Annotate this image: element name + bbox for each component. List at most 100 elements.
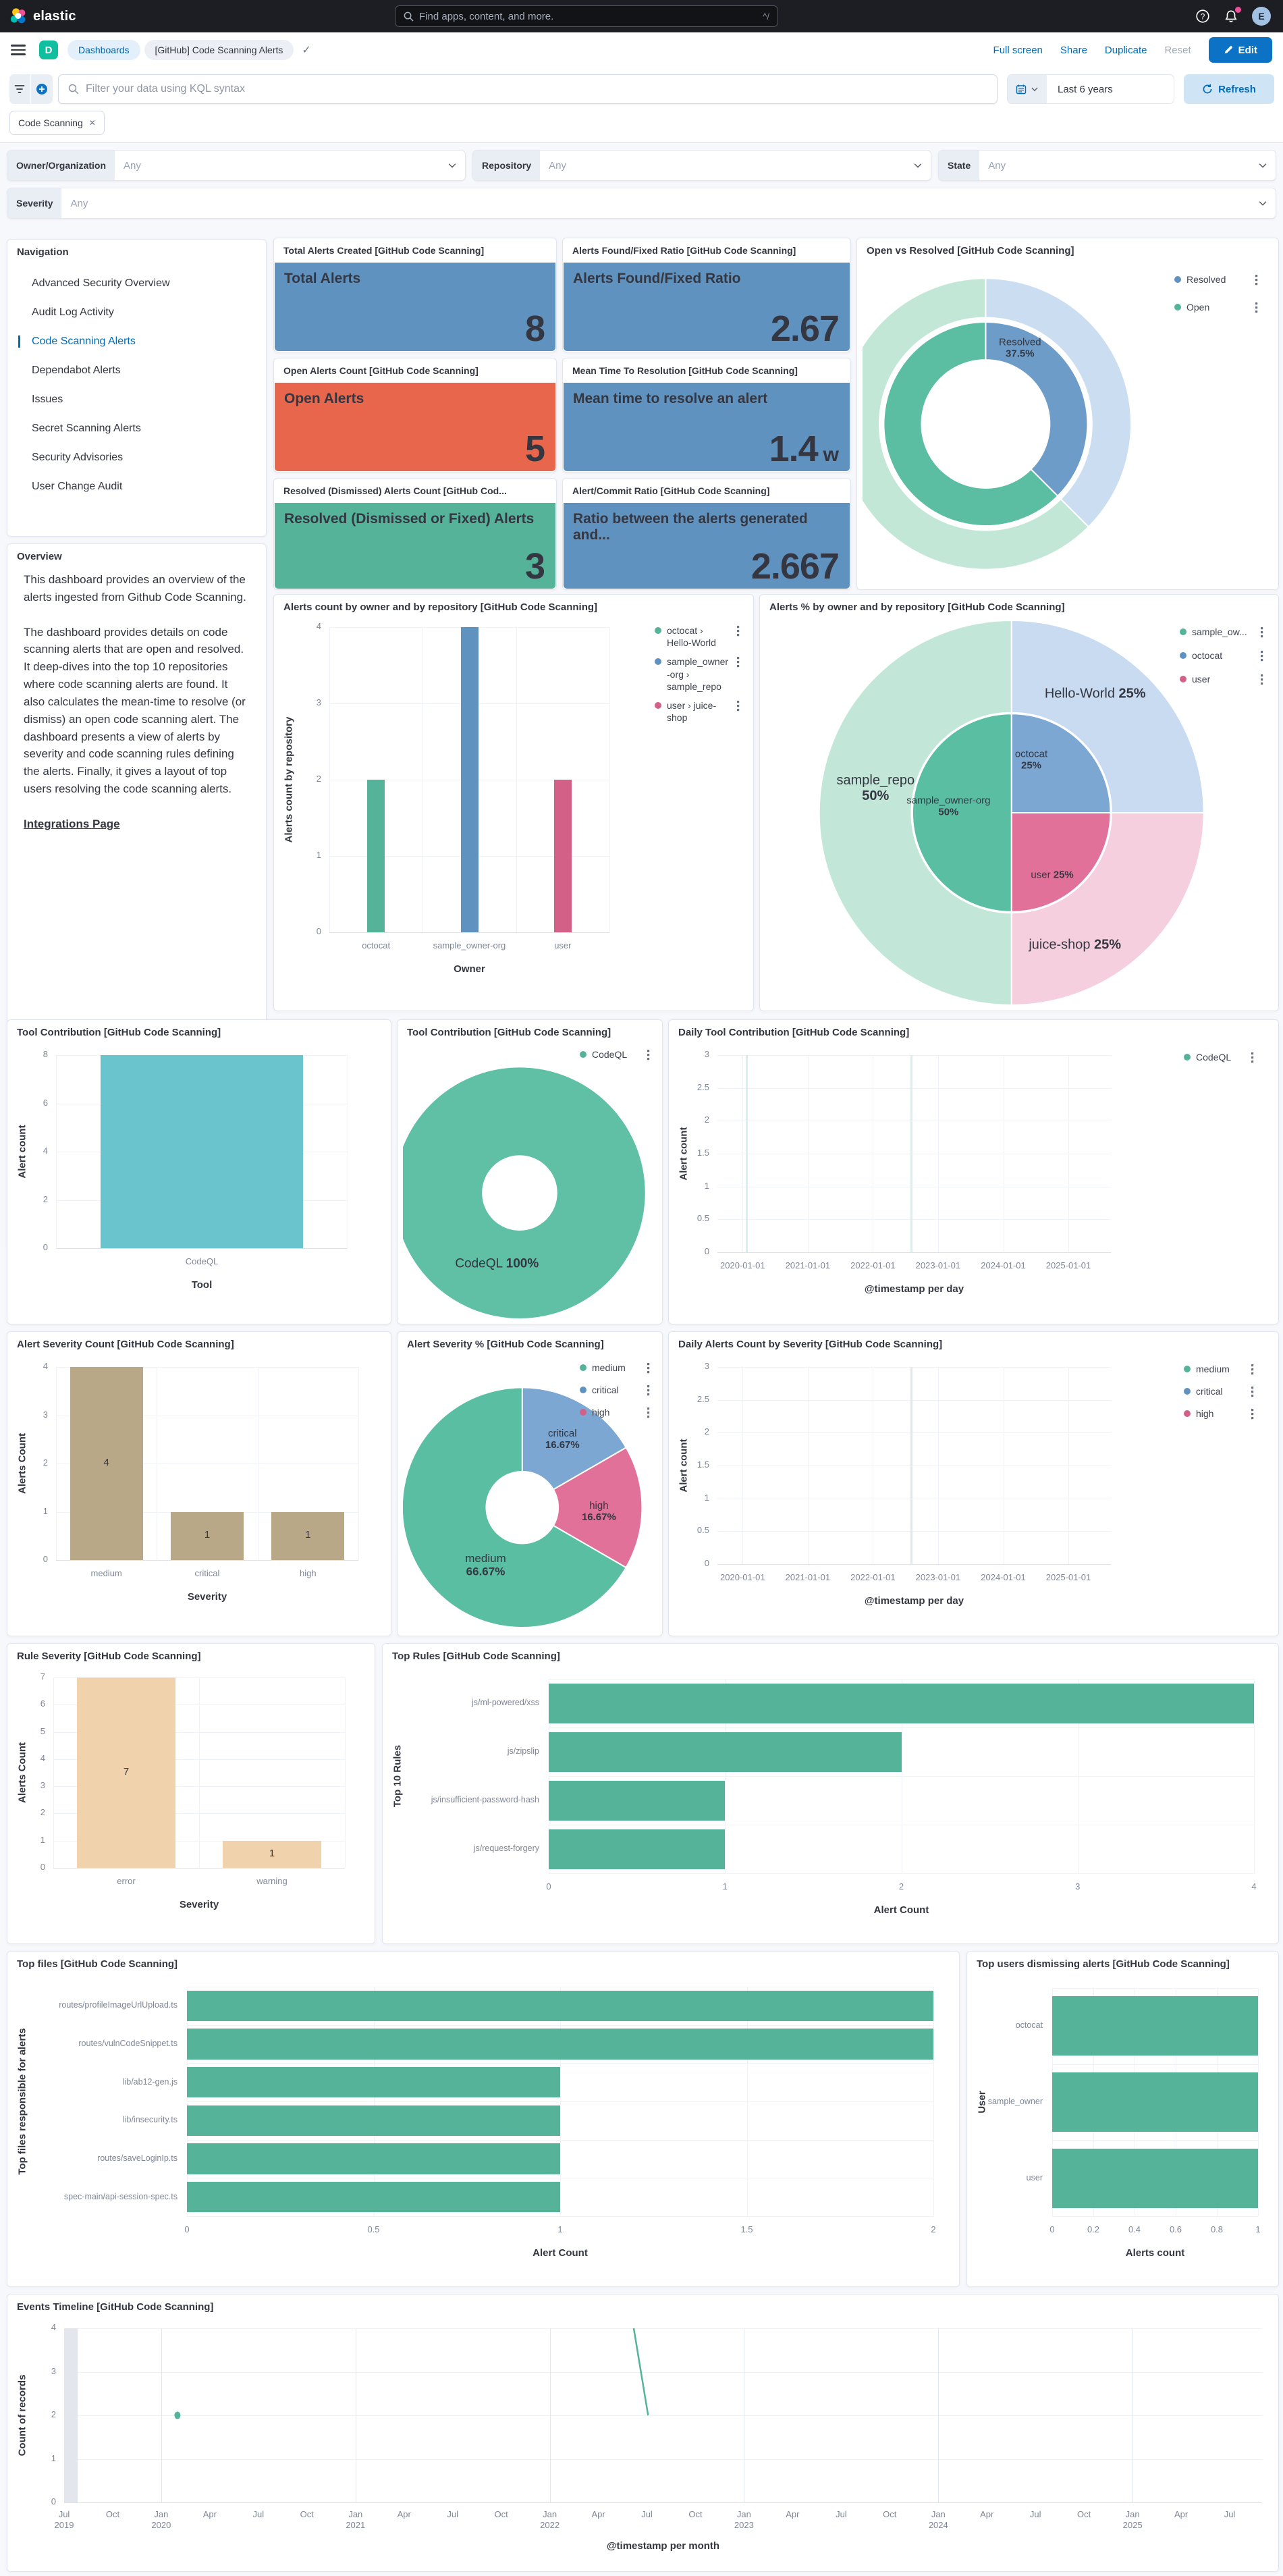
bar-sample_owner-org[interactable]	[460, 627, 479, 932]
close-icon[interactable]: ✕	[88, 118, 96, 128]
bar-high[interactable]	[271, 1511, 345, 1560]
bar-octocat[interactable]	[1052, 1996, 1258, 2056]
legend-options-icon[interactable]	[1250, 301, 1258, 315]
integrations-page-link[interactable]: Integrations Page	[24, 817, 120, 830]
legend-options-icon[interactable]	[1255, 649, 1263, 664]
time-range-picker[interactable]: Last 6 years	[1007, 74, 1174, 104]
slice-medium[interactable]	[401, 1387, 627, 1628]
legend-options-icon[interactable]	[642, 1048, 650, 1063]
legend-item[interactable]: user	[1180, 673, 1263, 687]
legend-options-icon[interactable]	[642, 1406, 650, 1420]
legend-item[interactable]: CodeQL	[1184, 1051, 1254, 1065]
bar-error[interactable]	[77, 1678, 175, 1868]
legend-item[interactable]: user › juice-shop	[655, 699, 740, 724]
legend-options-icon[interactable]	[732, 655, 740, 670]
user-avatar[interactable]: E	[1252, 7, 1271, 26]
slice-octocat[interactable]	[1010, 713, 1112, 813]
slice-Hello-World[interactable]	[1010, 619, 1205, 813]
breadcrumb-dashboards[interactable]: Dashboards	[67, 40, 140, 60]
legend-options-icon[interactable]	[1255, 673, 1263, 687]
bar-octocat[interactable]	[367, 780, 385, 932]
bar-routes/profileImageUrlUpload.ts[interactable]	[187, 1990, 933, 2021]
legend-options-icon[interactable]	[642, 1362, 650, 1376]
control-severity[interactable]: Severity Any	[7, 188, 1276, 219]
bar-js/ml-powered/xss[interactable]	[549, 1683, 1254, 1723]
bar-CodeQL[interactable]	[101, 1055, 303, 1248]
bar-lib/ab12-gen.js[interactable]	[187, 2067, 560, 2098]
donut-chart[interactable]: critical 16.67% high 16.67% medium 66.67%	[401, 1358, 657, 1630]
chart-body[interactable]: critical 16.67% high 16.67% medium 66.67% medi…	[401, 1358, 657, 1630]
chart-body[interactable]: Resolved 37.5% Resolved Open	[839, 264, 1273, 584]
nav-item-issues[interactable]: Issues	[32, 394, 63, 405]
nav-item-security-advisories[interactable]: Security Advisories	[32, 452, 124, 463]
legend-item[interactable]: sample_ow...	[1180, 626, 1263, 640]
nav-item-code-scanning-alerts[interactable]: Code Scanning Alerts	[18, 336, 266, 348]
legend-options-icon[interactable]	[642, 1384, 650, 1398]
chart-body[interactable]: 4 3 2 1 0 4 medium 1 critical 1 high Severity Alerts…	[13, 1358, 385, 1630]
menu-icon[interactable]	[11, 42, 26, 58]
bar-sample_owner[interactable]	[1052, 2072, 1258, 2132]
legend-options-icon[interactable]	[1246, 1051, 1254, 1065]
bar-critical[interactable]	[171, 1511, 244, 1560]
legend-item[interactable]: medium	[580, 1362, 650, 1376]
slice-sample_repo[interactable]	[818, 619, 1012, 1007]
full-screen-button[interactable]: Full screen	[993, 44, 1043, 56]
bar-lib/insecurity.ts[interactable]	[187, 2105, 560, 2136]
bar-js/insufficient-password-hash[interactable]	[549, 1780, 726, 1821]
bar-routes/saveLoginIp.ts[interactable]	[187, 2143, 560, 2174]
chart-body[interactable]: 0 0.2 0.4 0.6 0.8 1 octocat sample_owner user Ale…	[973, 1977, 1273, 2281]
legend-options-icon[interactable]	[732, 624, 740, 639]
legend-item[interactable]: Open	[1174, 301, 1258, 315]
chart-body[interactable]: 7 6 5 4 3 2 1 0 7 error 1 warning Severity Alerts Cou…	[13, 1669, 369, 1938]
slice-Resolved[interactable]	[985, 321, 1089, 498]
bar-spec-main/api-session-spec.ts[interactable]	[187, 2182, 560, 2213]
legend-item[interactable]: medium	[1184, 1363, 1254, 1377]
kql-filter-input[interactable]: Filter your data using KQL syntax	[58, 74, 998, 104]
chart-body[interactable]: 4 3 2 1 0 Jul 2019 Oct Jan 2020 Apr Jul Oct Jan 2021 Ap…	[13, 2320, 1273, 2566]
bar-js/request-forgery[interactable]	[549, 1829, 726, 1869]
legend-item[interactable]: high	[580, 1406, 650, 1420]
slice-Open[interactable]	[883, 321, 1059, 527]
help-icon[interactable]: ?	[1195, 9, 1210, 24]
filter-menu-icon[interactable]	[14, 84, 25, 95]
legend-options-icon[interactable]	[1246, 1407, 1254, 1422]
slice-Resolved[interactable]	[985, 277, 1132, 528]
chart-body[interactable]: 4 3 2 1 0 octocat sample_owner-org user Owner Ale…	[279, 620, 748, 1005]
control-owner-organization[interactable]: Owner/Organization Any	[7, 150, 466, 181]
slice-juice-shop[interactable]	[1010, 812, 1205, 1007]
legend-item[interactable]: high	[1184, 1407, 1254, 1422]
add-filter-icon[interactable]	[36, 83, 48, 95]
control-state[interactable]: State Any	[938, 150, 1276, 181]
duplicate-button[interactable]: Duplicate	[1104, 44, 1147, 56]
filter-pill-code-scanning[interactable]: Code Scanning ✕	[9, 111, 105, 135]
nav-item-advanced-security-overview[interactable]: Advanced Security Overview	[32, 277, 170, 289]
donut-chart[interactable]: Resolved 37.5%	[839, 264, 1273, 584]
legend-options-icon[interactable]	[1255, 626, 1263, 640]
dashboard-app-icon[interactable]: D	[39, 41, 58, 59]
legend-options-icon[interactable]	[732, 699, 740, 714]
legend-item[interactable]: critical	[1184, 1385, 1254, 1399]
slice-critical[interactable]	[521, 1387, 628, 1491]
legend-item[interactable]: octocat	[1180, 649, 1263, 664]
slice-sample_owner-org[interactable]	[911, 713, 1012, 913]
chart-body[interactable]: 0 0.5 1 1.5 2 routes/profileImageUrlUpload.ts…	[13, 1977, 954, 2281]
slice-high[interactable]	[552, 1447, 643, 1569]
bar-user[interactable]	[553, 780, 572, 932]
bar-warning[interactable]	[223, 1840, 321, 1868]
elastic-logo[interactable]: elastic	[9, 7, 76, 25]
legend-item[interactable]: critical	[580, 1384, 650, 1398]
bar-medium[interactable]	[70, 1367, 143, 1560]
reset-button[interactable]: Reset	[1164, 44, 1191, 56]
legend-options-icon[interactable]	[1250, 273, 1258, 288]
donut-chart[interactable]: CodeQL 100%	[394, 1046, 657, 1318]
bar-user[interactable]	[1052, 2148, 1258, 2208]
legend-options-icon[interactable]	[1246, 1385, 1254, 1399]
legend-options-icon[interactable]	[1246, 1363, 1254, 1377]
legend-item[interactable]: octocat › Hello-World	[655, 624, 740, 649]
edit-button[interactable]: Edit	[1208, 37, 1272, 63]
nav-item-user-change-audit[interactable]: User Change Audit	[32, 481, 123, 492]
bar-js/zipslip[interactable]	[549, 1732, 902, 1772]
chart-body[interactable]: Hello-World 25% octocat 25% user 25% juice-s…	[765, 619, 1273, 1007]
legend-item[interactable]: Resolved	[1174, 273, 1258, 288]
control-repository[interactable]: Repository Any	[472, 150, 931, 181]
